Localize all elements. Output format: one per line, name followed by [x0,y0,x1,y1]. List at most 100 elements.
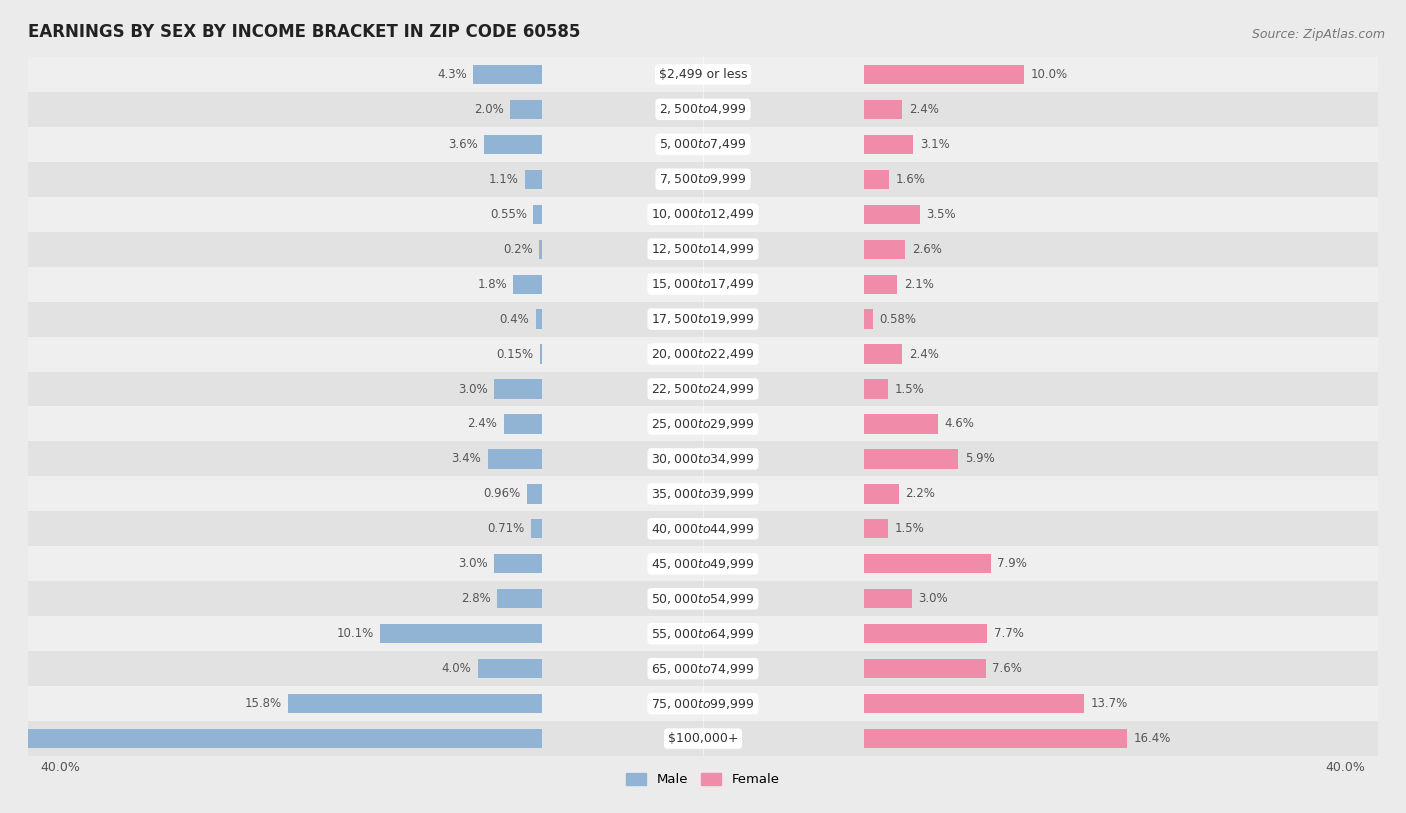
Bar [524,170,543,189]
Bar [28,197,1378,232]
Bar [28,581,1378,616]
Bar [498,589,543,608]
Bar [503,415,543,433]
Bar [538,240,543,259]
Text: $20,000 to $22,499: $20,000 to $22,499 [651,347,755,361]
Text: 1.1%: 1.1% [488,173,519,185]
Text: 1.8%: 1.8% [477,278,508,290]
Bar [288,694,543,713]
Bar [28,337,1378,372]
Text: $7,500 to $9,999: $7,500 to $9,999 [659,172,747,186]
Text: 2.0%: 2.0% [474,103,503,115]
Bar [28,267,1378,302]
Bar [28,232,1378,267]
Bar [28,616,1378,651]
Text: 0.4%: 0.4% [499,313,530,325]
Bar [28,302,1378,337]
Bar [28,651,1378,686]
Text: $55,000 to $64,999: $55,000 to $64,999 [651,627,755,641]
Bar [863,554,991,573]
Bar [863,659,986,678]
Text: 3.5%: 3.5% [927,208,956,220]
Bar [863,589,912,608]
Bar [478,659,543,678]
Text: $75,000 to $99,999: $75,000 to $99,999 [651,697,755,711]
Bar [28,511,1378,546]
Bar [494,380,543,398]
Bar [863,415,938,433]
Bar [380,624,543,643]
Text: $5,000 to $7,499: $5,000 to $7,499 [659,137,747,151]
Bar [863,624,987,643]
Bar [863,380,887,398]
Text: 0.55%: 0.55% [491,208,527,220]
Text: $25,000 to $29,999: $25,000 to $29,999 [651,417,755,431]
Text: 1.5%: 1.5% [894,523,924,535]
Text: $10,000 to $12,499: $10,000 to $12,499 [651,207,755,221]
Text: $12,500 to $14,999: $12,500 to $14,999 [651,242,755,256]
Text: 2.4%: 2.4% [908,103,939,115]
Text: 10.0%: 10.0% [1031,68,1069,80]
Bar [28,162,1378,197]
Text: 0.96%: 0.96% [484,488,520,500]
Text: 2.8%: 2.8% [461,593,491,605]
Bar [863,135,914,154]
Text: 3.6%: 3.6% [449,138,478,150]
Bar [863,170,890,189]
Bar [863,275,897,293]
Text: $30,000 to $34,999: $30,000 to $34,999 [651,452,755,466]
Bar [28,476,1378,511]
Bar [531,520,543,538]
Text: 7.9%: 7.9% [997,558,1026,570]
Legend: Male, Female: Male, Female [621,767,785,791]
Text: $22,500 to $24,999: $22,500 to $24,999 [651,382,755,396]
Text: 2.1%: 2.1% [904,278,934,290]
Text: $50,000 to $54,999: $50,000 to $54,999 [651,592,755,606]
Text: $2,500 to $4,999: $2,500 to $4,999 [659,102,747,116]
Bar [527,485,543,503]
Text: 4.3%: 4.3% [437,68,467,80]
Bar [513,275,543,293]
Text: 0.2%: 0.2% [503,243,533,255]
Bar [28,127,1378,162]
Bar [488,450,543,468]
Bar [28,406,1378,441]
Text: 2.4%: 2.4% [467,418,498,430]
Text: $15,000 to $17,499: $15,000 to $17,499 [651,277,755,291]
Text: 0.71%: 0.71% [488,523,524,535]
Text: 10.1%: 10.1% [336,628,374,640]
Bar [510,100,543,119]
Bar [28,372,1378,406]
Text: 5.9%: 5.9% [965,453,994,465]
Text: 7.7%: 7.7% [994,628,1024,640]
Text: $35,000 to $39,999: $35,000 to $39,999 [651,487,755,501]
Bar [863,100,903,119]
Bar [863,240,905,259]
Bar [536,310,543,328]
Text: 4.6%: 4.6% [943,418,974,430]
Text: 3.0%: 3.0% [918,593,948,605]
Bar [474,65,543,84]
Text: 2.4%: 2.4% [908,348,939,360]
Text: 7.6%: 7.6% [993,663,1022,675]
Bar [28,92,1378,127]
Bar [28,686,1378,721]
Bar [863,520,887,538]
Text: $100,000+: $100,000+ [668,733,738,745]
Bar [863,310,873,328]
Text: 1.5%: 1.5% [894,383,924,395]
Bar [494,554,543,573]
Bar [0,729,543,748]
Text: $2,499 or less: $2,499 or less [659,68,747,80]
Bar [28,721,1378,756]
Bar [863,345,903,363]
Text: 13.7%: 13.7% [1090,698,1128,710]
Bar [863,485,898,503]
Text: 3.4%: 3.4% [451,453,481,465]
Text: $45,000 to $49,999: $45,000 to $49,999 [651,557,755,571]
Text: 16.4%: 16.4% [1133,733,1171,745]
Text: EARNINGS BY SEX BY INCOME BRACKET IN ZIP CODE 60585: EARNINGS BY SEX BY INCOME BRACKET IN ZIP… [28,24,581,41]
Text: 0.58%: 0.58% [879,313,917,325]
Text: $65,000 to $74,999: $65,000 to $74,999 [651,662,755,676]
Bar [863,729,1128,748]
